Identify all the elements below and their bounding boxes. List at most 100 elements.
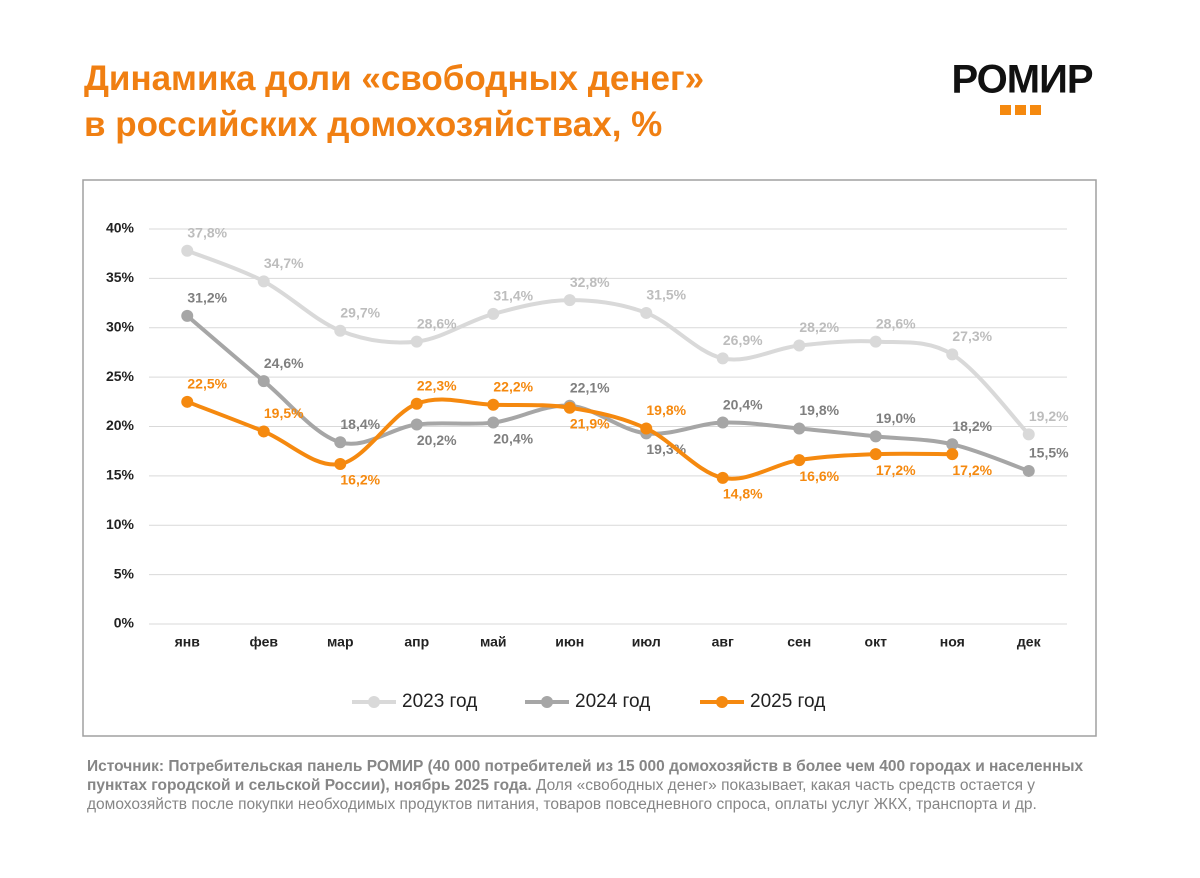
series-line [186, 248, 1031, 436]
data-label: 28,6% [417, 315, 457, 331]
source: Источник: Потребительская панель РОМИР (… [87, 757, 1107, 814]
chart-frame [82, 179, 1097, 737]
x-tick-label: июл [632, 634, 661, 650]
data-label: 26,9% [723, 332, 763, 348]
point-marker [563, 401, 576, 414]
y-tick-label: 35% [106, 269, 135, 285]
point-marker [946, 448, 959, 461]
title-line: в российских домохозяйствах, % [84, 105, 663, 144]
point-marker [410, 335, 423, 348]
point-marker [640, 427, 653, 440]
y-tick-label: 25% [106, 368, 135, 384]
data-label: 22,1% [570, 379, 610, 395]
data-label: 17,2% [876, 462, 916, 478]
point-marker [793, 454, 806, 467]
data-label: 29,7% [340, 304, 380, 320]
logo-square [1000, 105, 1011, 115]
series-line [186, 397, 953, 481]
data-label: 27,3% [952, 328, 992, 344]
data-label: 19,3% [646, 441, 686, 457]
data-label: 19,8% [646, 402, 686, 418]
point-marker [181, 309, 194, 322]
logo-square [1015, 105, 1026, 115]
data-label: 37,8% [187, 224, 227, 240]
data-label: 19,0% [876, 410, 916, 426]
x-tick-label: авг [712, 634, 734, 650]
data-label: 19,2% [1029, 408, 1069, 424]
point-marker [946, 438, 959, 451]
data-label: 22,3% [417, 377, 457, 393]
x-tick-label: апр [404, 634, 429, 650]
point-marker [410, 397, 423, 410]
legend-label: 2024 год [575, 691, 650, 712]
point-marker [257, 425, 270, 438]
point-marker [334, 436, 347, 449]
x-tick-label: мар [327, 634, 354, 650]
x-tick-label: ноя [940, 634, 965, 650]
point-marker [334, 324, 347, 337]
legend-marker [716, 696, 728, 708]
title: Динамика доли «свободных денег» в россий… [84, 56, 704, 148]
data-label: 21,9% [570, 415, 610, 431]
title-line: Динамика доли «свободных денег» [84, 59, 705, 98]
point-marker [334, 458, 347, 471]
point-marker [640, 306, 653, 319]
point-marker [946, 348, 959, 361]
logo: РОМИР [951, 58, 1094, 115]
data-label: 34,7% [264, 255, 304, 271]
point-marker [181, 244, 194, 257]
x-tick-label: окт [865, 634, 888, 650]
legend-marker [541, 696, 553, 708]
y-tick-label: 40% [106, 220, 135, 236]
legend-marker [368, 696, 380, 708]
data-label: 18,2% [952, 418, 992, 434]
data-label: 20,2% [417, 432, 457, 448]
point-marker [487, 398, 500, 411]
data-label: 28,6% [876, 315, 916, 331]
data-label: 15,5% [1029, 445, 1069, 461]
data-label: 31,4% [493, 288, 533, 304]
source-text: Доля «свободных денег» показывает, какая… [87, 777, 1037, 813]
data-label: 18,4% [340, 416, 380, 432]
point-marker [1022, 464, 1035, 477]
x-tick-label: дек [1017, 634, 1042, 650]
point-marker [257, 375, 270, 388]
legend-label: 2023 год [402, 691, 477, 712]
data-label: 24,6% [264, 355, 304, 371]
y-tick-label: 15% [106, 467, 135, 483]
point-marker [869, 430, 882, 443]
data-label: 16,2% [340, 472, 380, 488]
x-tick-label: фев [250, 634, 279, 650]
point-marker [563, 399, 576, 412]
data-label: 22,2% [493, 378, 533, 394]
y-tick-label: 30% [106, 318, 135, 334]
data-label: 17,2% [952, 462, 992, 478]
data-label: 20,4% [723, 396, 763, 412]
point-marker [869, 335, 882, 348]
source-bold: Источник: Потребительская панель РОМИР (… [87, 758, 1084, 794]
x-tick-label: янв [175, 634, 201, 650]
point-marker [410, 418, 423, 431]
logo-square [1030, 105, 1041, 115]
logo-text: РОМИР [951, 58, 1092, 102]
point-marker [487, 307, 500, 320]
y-tick-label: 0% [114, 615, 135, 631]
point-marker [640, 422, 653, 435]
x-tick-label: май [480, 634, 507, 650]
y-tick-label: 5% [114, 565, 135, 581]
data-label: 19,8% [799, 402, 839, 418]
point-marker [257, 275, 270, 288]
point-marker [716, 471, 729, 484]
data-label: 31,5% [646, 287, 686, 303]
point-marker [563, 294, 576, 307]
series-line [185, 314, 1030, 473]
legend-label: 2025 год [750, 691, 825, 712]
data-label: 20,4% [493, 430, 533, 446]
data-label: 14,8% [723, 486, 763, 502]
data-label: 31,2% [187, 290, 227, 306]
data-label: 19,5% [264, 405, 304, 421]
point-marker [487, 416, 500, 429]
point-marker [1022, 428, 1035, 441]
data-label: 16,6% [799, 468, 839, 484]
